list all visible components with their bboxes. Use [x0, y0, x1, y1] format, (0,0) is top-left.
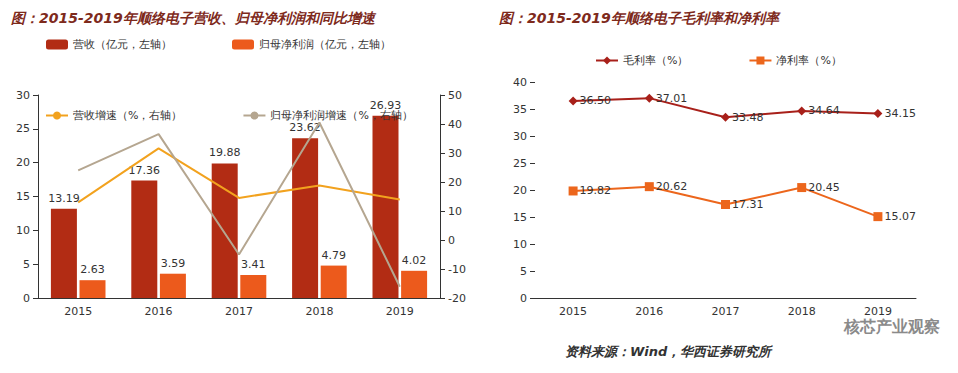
- svg-text:4.79: 4.79: [321, 249, 346, 262]
- svg-text:2015: 2015: [64, 305, 92, 318]
- svg-text:20: 20: [448, 176, 462, 189]
- svg-text:资料来源：Wind，华西证券研究所: 资料来源：Wind，华西证券研究所: [565, 344, 773, 359]
- svg-text:19.82: 19.82: [580, 184, 612, 197]
- svg-text:归母净利润（亿元，左轴）: 归母净利润（亿元，左轴）: [259, 38, 391, 51]
- svg-text:2015: 2015: [559, 305, 587, 318]
- svg-text:33.48: 33.48: [732, 111, 764, 124]
- svg-text:0: 0: [448, 234, 455, 247]
- svg-text:17.31: 17.31: [732, 198, 764, 211]
- svg-text:20.62: 20.62: [656, 180, 688, 193]
- svg-text:图：2015-2019年顺络电子毛利率和净利率: 图：2015-2019年顺络电子毛利率和净利率: [499, 10, 781, 26]
- svg-text:2016: 2016: [145, 305, 173, 318]
- svg-text:34.64: 34.64: [808, 104, 840, 117]
- svg-text:2019: 2019: [386, 305, 414, 318]
- svg-text:40: 40: [513, 76, 527, 89]
- svg-text:50: 50: [448, 89, 462, 102]
- svg-text:15.07: 15.07: [884, 210, 916, 223]
- svg-text:35: 35: [513, 103, 527, 116]
- svg-text:毛利率（%）: 毛利率（%）: [623, 54, 688, 67]
- svg-text:0: 0: [520, 292, 527, 305]
- svg-text:5: 5: [23, 258, 30, 271]
- svg-text:核芯产业观察: 核芯产业观察: [843, 317, 940, 336]
- svg-text:26.93: 26.93: [369, 98, 402, 112]
- svg-text:营收（亿元，左轴）: 营收（亿元，左轴）: [73, 38, 172, 51]
- svg-text:归母净利润增速（%，右轴）: 归母净利润增速（%，右轴）: [270, 109, 412, 122]
- svg-text:-20: -20: [448, 292, 466, 305]
- svg-text:19.88: 19.88: [209, 146, 241, 159]
- svg-text:图：2015-2019年顺络电子营收、归母净利润和同比增速: 图：2015-2019年顺络电子营收、归母净利润和同比增速: [11, 10, 377, 26]
- svg-text:2.63: 2.63: [80, 263, 105, 276]
- svg-text:23.62: 23.62: [289, 121, 321, 135]
- svg-text:净利率（%）: 净利率（%）: [776, 54, 841, 67]
- svg-text:15: 15: [513, 211, 527, 224]
- svg-text:20: 20: [513, 184, 527, 197]
- svg-text:40: 40: [448, 118, 462, 131]
- svg-text:17.36: 17.36: [128, 163, 161, 177]
- svg-text:30: 30: [513, 130, 527, 143]
- svg-text:2016: 2016: [635, 305, 663, 318]
- svg-text:4.02: 4.02: [402, 254, 427, 267]
- svg-text:3.41: 3.41: [241, 258, 265, 271]
- svg-text:10: 10: [513, 238, 527, 251]
- svg-text:10: 10: [448, 205, 462, 218]
- svg-text:30: 30: [16, 89, 30, 102]
- svg-text:25: 25: [16, 122, 30, 135]
- svg-text:15: 15: [16, 190, 30, 203]
- svg-text:2018: 2018: [788, 305, 816, 318]
- svg-text:36.50: 36.50: [580, 94, 612, 107]
- svg-text:3.59: 3.59: [161, 257, 186, 270]
- svg-text:25: 25: [513, 157, 527, 170]
- svg-text:5: 5: [520, 265, 527, 278]
- svg-text:2019: 2019: [864, 305, 892, 318]
- svg-text:34.15: 34.15: [884, 107, 916, 120]
- svg-text:13.19: 13.19: [48, 192, 80, 205]
- svg-text:20.45: 20.45: [808, 181, 840, 194]
- svg-text:20: 20: [16, 156, 30, 169]
- svg-text:营收增速（%，右轴）: 营收增速（%，右轴）: [73, 109, 182, 122]
- svg-text:0: 0: [23, 292, 30, 305]
- svg-text:10: 10: [16, 224, 30, 237]
- svg-text:2017: 2017: [225, 305, 253, 318]
- svg-text:30: 30: [448, 147, 462, 160]
- svg-text:-10: -10: [448, 263, 466, 276]
- svg-text:2018: 2018: [305, 305, 333, 318]
- svg-text:2017: 2017: [712, 305, 740, 318]
- svg-text:37.01: 37.01: [656, 92, 688, 105]
